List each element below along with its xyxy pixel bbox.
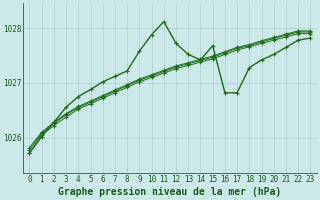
X-axis label: Graphe pression niveau de la mer (hPa): Graphe pression niveau de la mer (hPa) — [58, 186, 282, 197]
